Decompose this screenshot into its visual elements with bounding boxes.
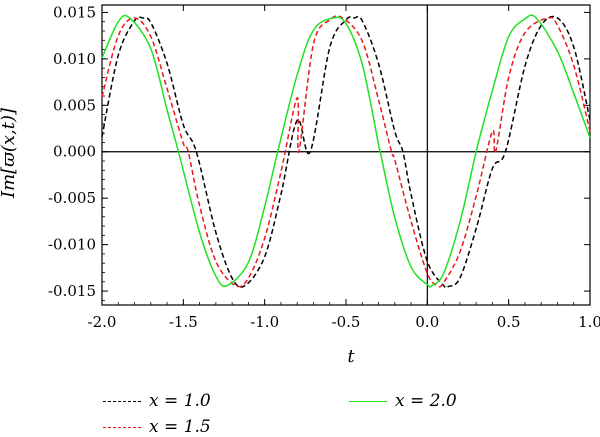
y-tick-label: -0.015 bbox=[48, 282, 96, 300]
y-tick-label: -0.010 bbox=[48, 236, 96, 254]
legend-item-2: x = 1.5 bbox=[103, 417, 211, 437]
x-tick-label: -1.0 bbox=[250, 313, 279, 331]
y-tick-label: -0.005 bbox=[48, 189, 96, 207]
x-tick-label: 0.0 bbox=[415, 313, 439, 331]
x-tick-label: 0.5 bbox=[497, 313, 521, 331]
legend-label: x = 2.0 bbox=[395, 391, 457, 411]
legend-swatch-dashed-red bbox=[103, 426, 141, 428]
x-axis-label: t bbox=[347, 346, 355, 367]
x-axis: -2.0 -1.5 -1.0 -0.5 0.0 0.5 1.0 bbox=[88, 5, 600, 331]
legend-item-3: x = 2.0 bbox=[349, 391, 457, 411]
y-tick-label: 0.005 bbox=[53, 96, 96, 114]
y-axis-label: Im[ϖ(x,t)] bbox=[0, 107, 19, 199]
y-tick-label: 0.010 bbox=[53, 50, 96, 68]
series-line-2 bbox=[101, 15, 591, 288]
y-tick-label: 0.000 bbox=[53, 143, 96, 161]
series-line-1 bbox=[101, 15, 591, 289]
y-axis: -0.015 -0.010 -0.005 0.000 0.005 0.010 0.015 bbox=[48, 3, 590, 301]
x-tick-label: -1.5 bbox=[169, 313, 198, 331]
y-tick-label: 0.015 bbox=[53, 3, 96, 21]
legend-swatch-solid-green bbox=[349, 400, 387, 402]
plot-border bbox=[101, 4, 591, 306]
x-tick-label: -0.5 bbox=[332, 313, 361, 331]
x-tick-label: 1.0 bbox=[578, 313, 600, 331]
x-tick-label: -2.0 bbox=[88, 313, 117, 331]
plot-frame bbox=[101, 4, 591, 306]
legend-label: x = 1.0 bbox=[149, 391, 211, 411]
legend-swatch-dashed-black bbox=[103, 400, 141, 402]
legend-item-1: x = 1.0 bbox=[103, 391, 211, 411]
series-line-3 bbox=[101, 14, 591, 288]
legend-label: x = 1.5 bbox=[149, 417, 211, 437]
series-lines bbox=[101, 14, 591, 289]
